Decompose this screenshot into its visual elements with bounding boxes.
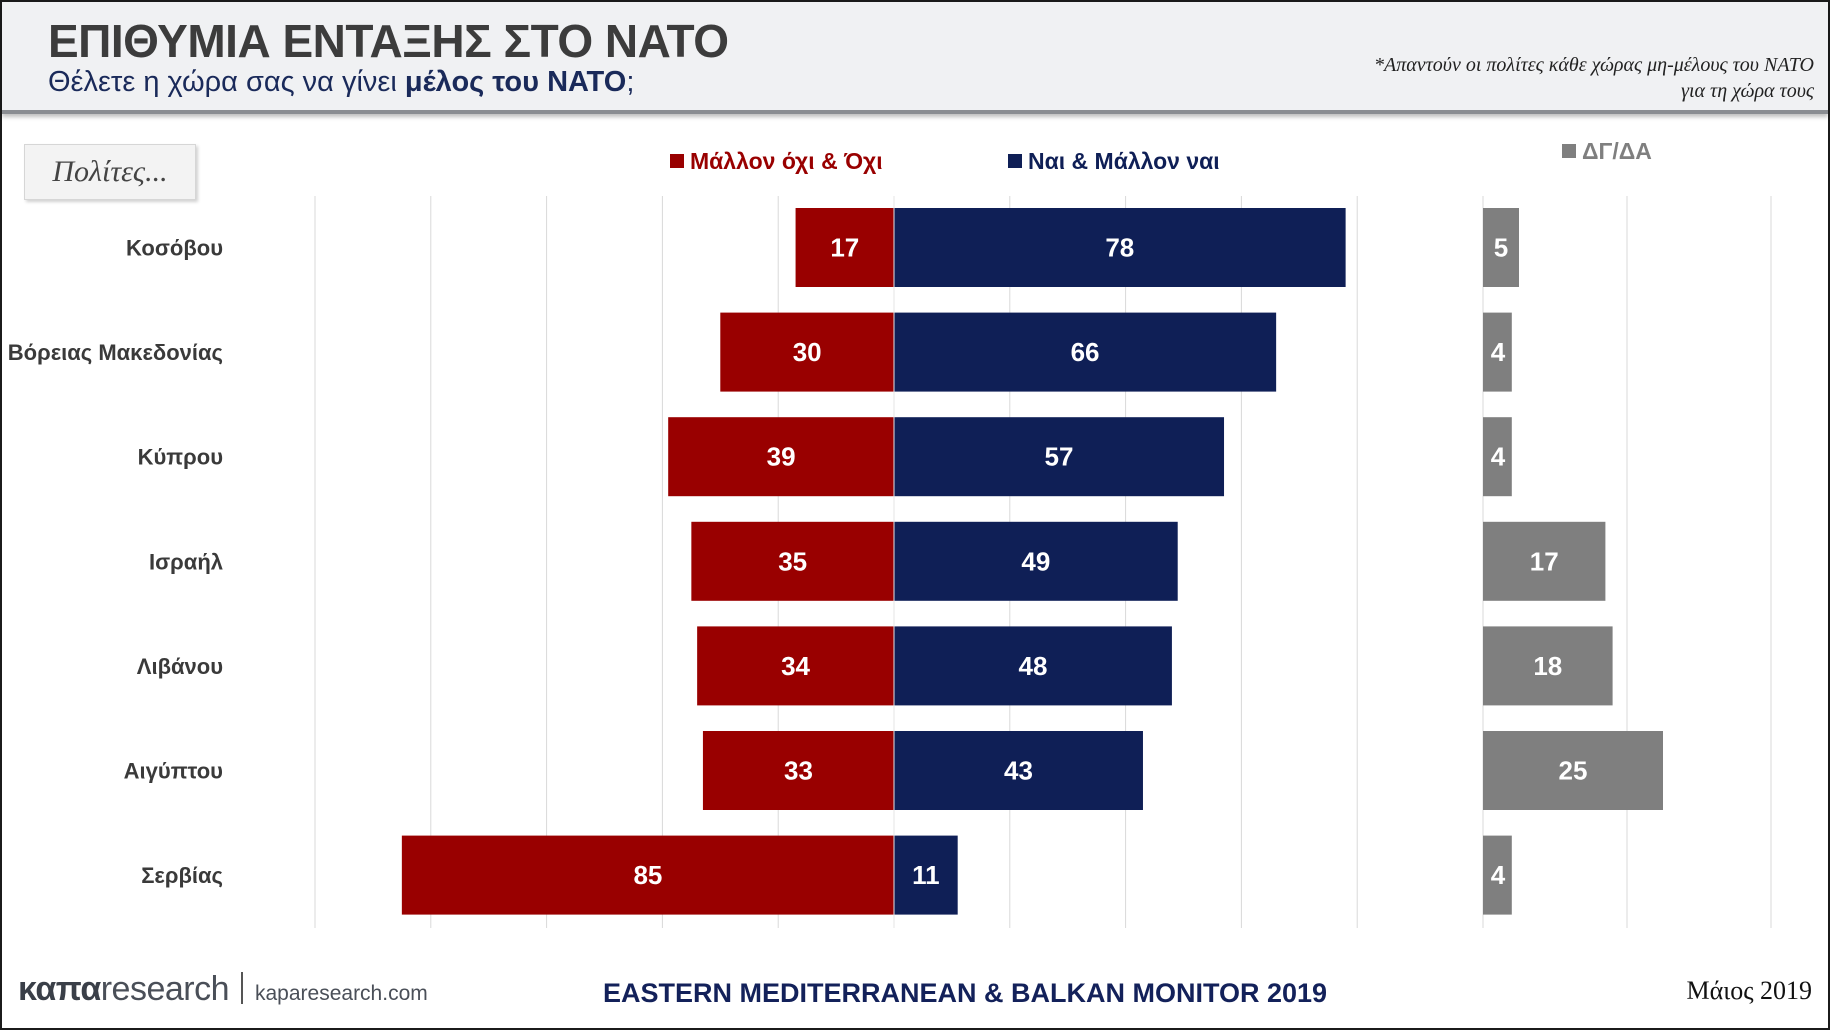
report-date: Μάιος 2019 (1686, 976, 1812, 1005)
category-label: Σερβίας (141, 863, 223, 888)
bar-yes-label: 57 (1045, 442, 1074, 472)
bar-dk-label: 5 (1494, 233, 1508, 263)
bar-dk (1483, 312, 1512, 392)
bar-no-label: 30 (793, 337, 822, 367)
monitor-title: EASTERN MEDITERRANEAN & BALKAN MONITOR 2… (603, 978, 1328, 1008)
category-label: Βόρειας Μακεδονίας (8, 340, 223, 365)
bar-yes (894, 312, 1277, 392)
category-label: Ισραήλ (149, 549, 223, 574)
bar-dk-label: 18 (1533, 651, 1562, 681)
bar-dk (1483, 417, 1512, 497)
subtitle-prefix: Θέλετε η χώρα σας να γίνει (48, 66, 405, 98)
bar-yes-label: 43 (1004, 756, 1033, 786)
category-label: Λιβάνου (137, 654, 223, 679)
category-label: Αιγύπτου (124, 759, 223, 784)
bar-no (401, 835, 894, 915)
bar-no-label: 85 (633, 860, 662, 890)
bar-dk (1483, 521, 1606, 601)
brand-research: research (100, 970, 230, 1008)
bar-no (720, 312, 894, 392)
brand-separator (241, 972, 243, 1004)
bar-no-label: 33 (784, 756, 813, 786)
bar-yes (894, 835, 958, 915)
legend-no-label: Μάλλον όχι & Όχι (690, 148, 883, 174)
brand-kapa: καπα (18, 970, 101, 1008)
legend-dk-label: ΔΓ/ΔΑ (1582, 138, 1652, 164)
chart-subtitle: Θέλετε η χώρα σας να γίνει μέλος του ΝΑΤ… (48, 66, 634, 99)
category-label: Κοσόβου (126, 236, 223, 261)
footnote: *Απαντούν οι πολίτες κάθε χώρας μη-μέλου… (1374, 52, 1814, 104)
bar-no (697, 626, 894, 706)
category-label: Κύπρου (138, 445, 223, 470)
row-header-box: Πολίτες... (24, 144, 196, 200)
footer-logo: καπαresearch kaparesearch.com (18, 970, 428, 1014)
subtitle-bold: μέλος του ΝΑΤΟ (404, 66, 627, 98)
chart-title: ΕΠΙΘΥΜΙΑ ΕΝΤΑΞΗΣ ΣΤΟ ΝΑΤΟ (48, 15, 729, 67)
brand-website: kaparesearch.com (255, 982, 428, 1005)
bar-dk (1483, 731, 1663, 810)
bar-dk-label: 4 (1491, 860, 1506, 890)
bar-yes (894, 417, 1225, 497)
subtitle-suffix: ; (626, 66, 635, 98)
bar-yes (894, 521, 1178, 601)
bar-yes-label: 49 (1021, 546, 1050, 576)
bar-dk-label: 4 (1491, 337, 1506, 367)
bar-no (668, 417, 894, 497)
bar-no (702, 731, 894, 810)
bar-dk-label: 25 (1559, 756, 1588, 786)
bar-yes-label: 78 (1105, 233, 1134, 263)
legend-dk: ΔΓ/ΔΑ (1562, 138, 1652, 165)
bar-dk-label: 17 (1530, 546, 1559, 576)
bar-no-label: 39 (767, 442, 796, 472)
legend-no-swatch (670, 154, 684, 168)
bar-dk (1483, 626, 1613, 706)
legend-yes-swatch (1008, 154, 1022, 168)
legend-no: Μάλλον όχι & Όχι (670, 148, 883, 175)
bar-yes-label: 11 (912, 860, 940, 890)
footnote-line-2: για τη χώρα τους (1681, 80, 1814, 102)
bar-no-label: 34 (781, 651, 810, 681)
bar-no (691, 521, 894, 601)
bar-yes (894, 731, 1143, 810)
bar-no-label: 17 (830, 233, 859, 263)
bar-dk (1483, 208, 1519, 287)
bar-yes (894, 208, 1346, 287)
legend-yes-label: Ναι & Μάλλον ναι (1028, 148, 1220, 174)
bar-dk-label: 4 (1491, 442, 1506, 472)
bar-yes-label: 66 (1071, 337, 1100, 367)
footnote-line-1: *Απαντούν οι πολίτες κάθε χώρας μη-μέλου… (1374, 54, 1814, 76)
bar-no-label: 35 (778, 546, 807, 576)
bar-no (795, 208, 894, 287)
legend-yes: Ναι & Μάλλον ναι (1008, 148, 1220, 175)
bar-dk (1483, 835, 1512, 915)
brand-logo: καπαresearch (18, 970, 230, 1008)
legend-dk-swatch (1562, 144, 1576, 158)
bar-yes (894, 626, 1172, 706)
header-band: ΕΠΙΘΥΜΙΑ ΕΝΤΑΞΗΣ ΣΤΟ ΝΑΤΟ Θέλετε η χώρα … (2, 2, 1828, 114)
bar-yes-label: 48 (1018, 651, 1047, 681)
